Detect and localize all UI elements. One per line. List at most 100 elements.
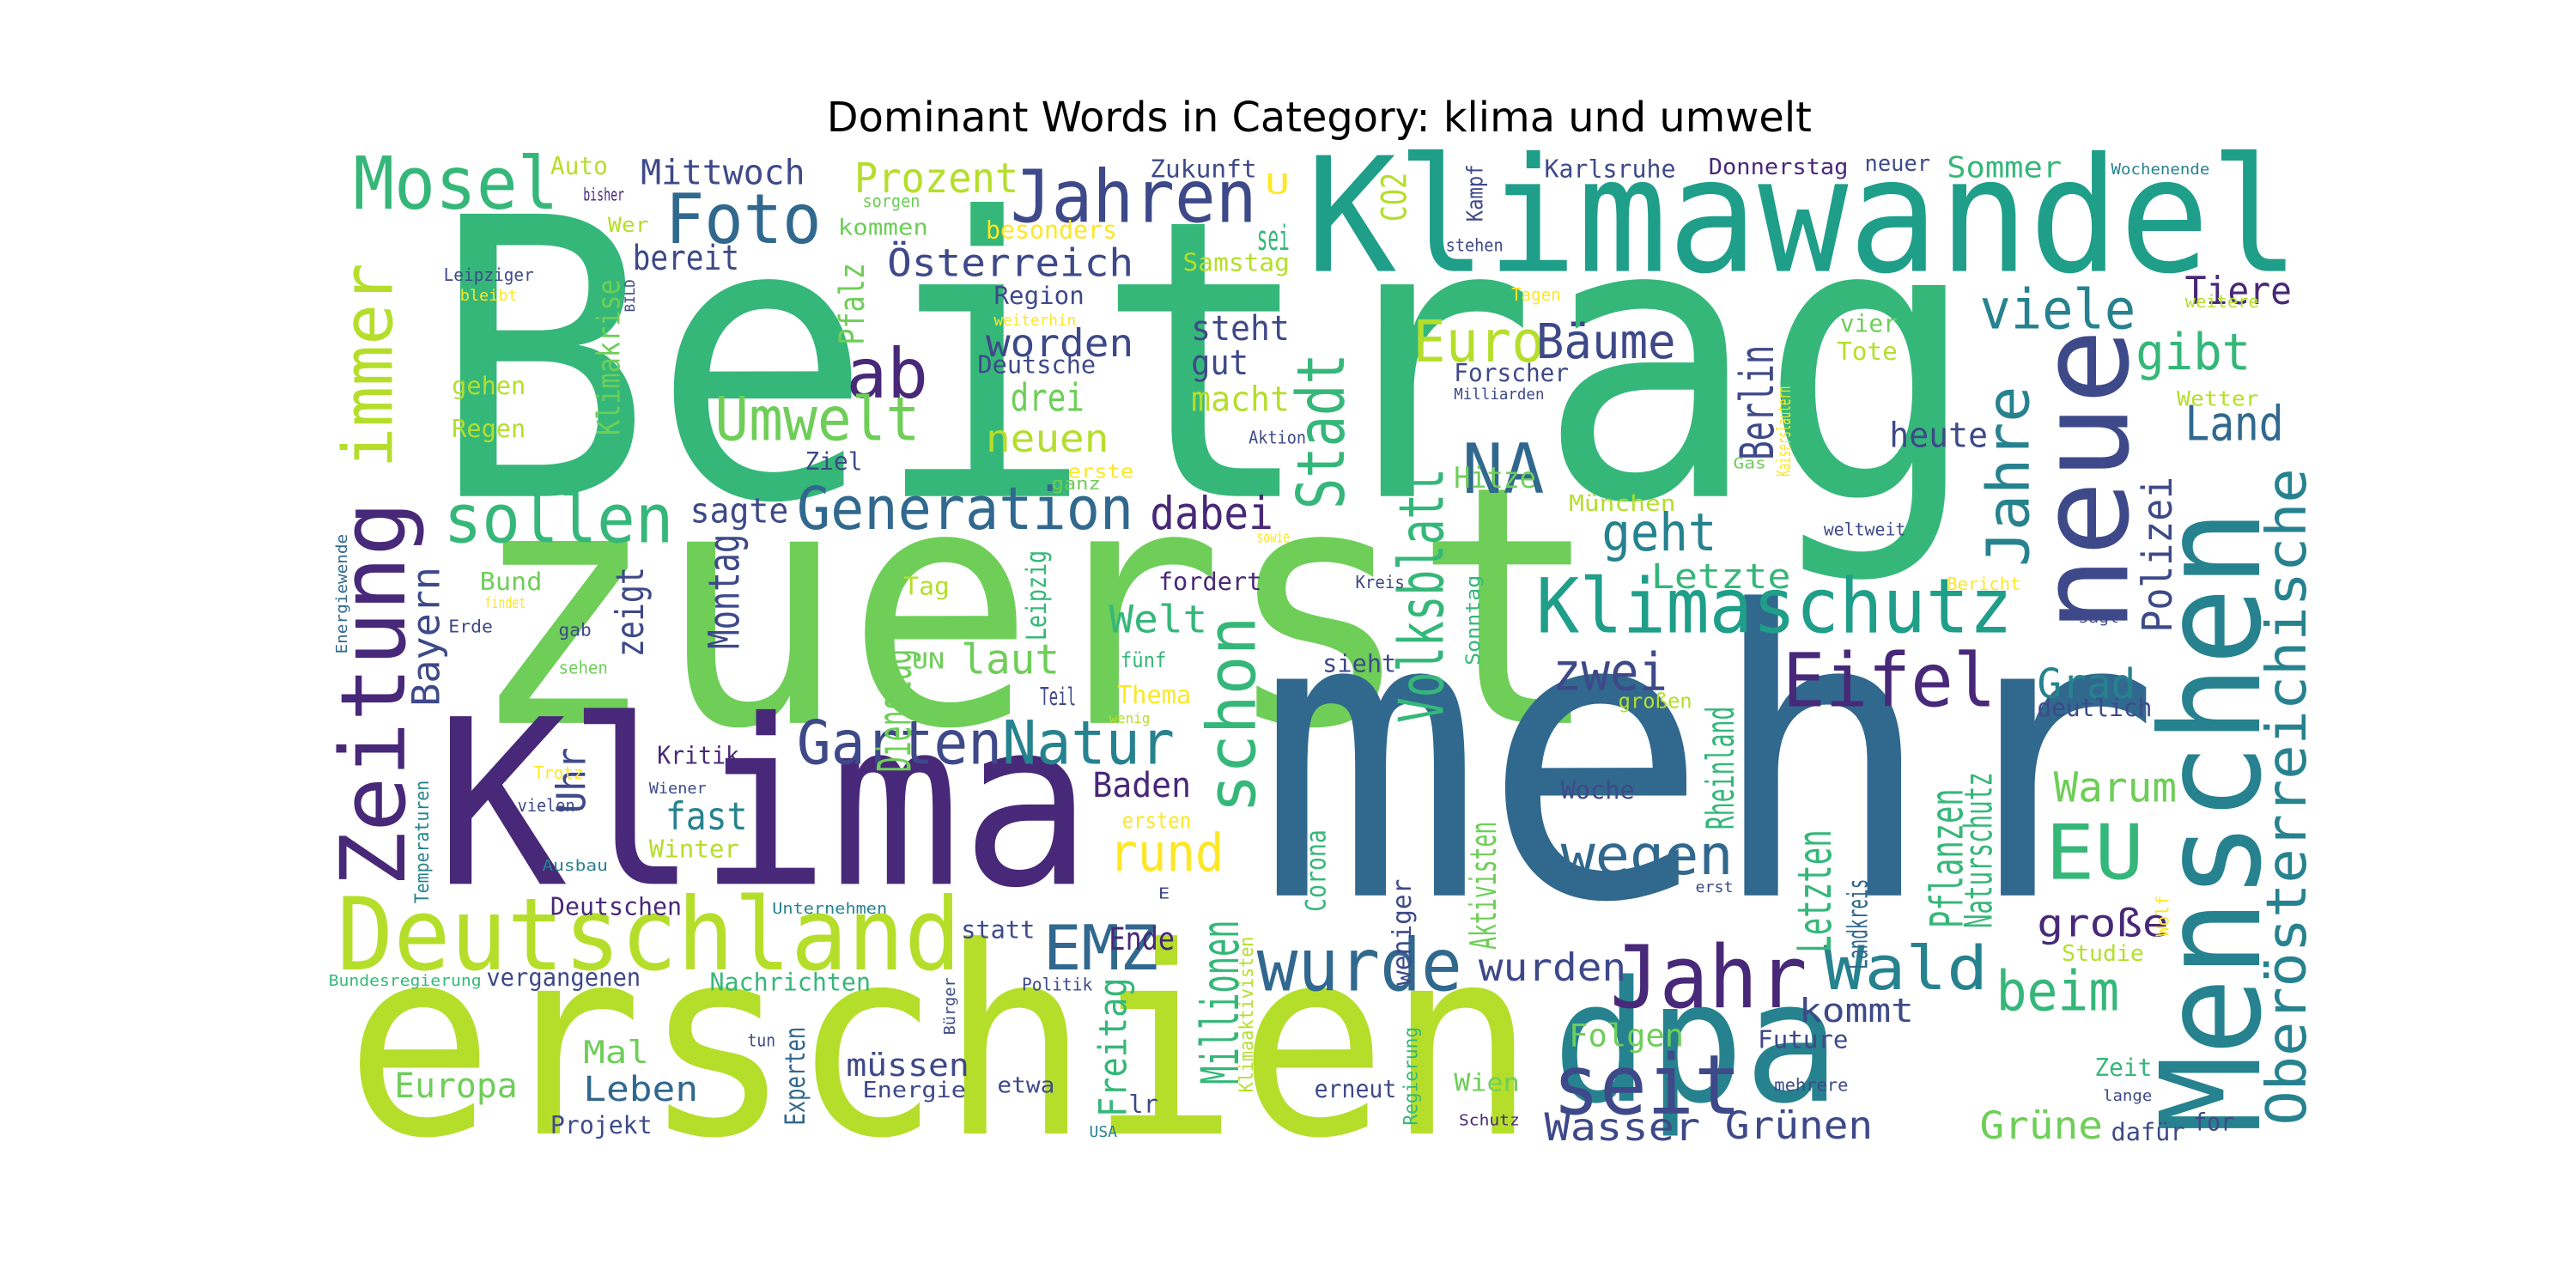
word: Klima [435, 671, 1092, 939]
word: Studie [2062, 941, 2144, 967]
word: Deutschland [337, 877, 961, 993]
word: Volksblatt [1387, 468, 1459, 723]
word: sehen [559, 657, 608, 677]
word: NA [1462, 428, 1545, 509]
word: Prozent [854, 155, 1018, 203]
word: Foto [665, 179, 822, 259]
word: Nachrichten [710, 969, 872, 997]
word: weiterhin [994, 312, 1077, 330]
word: Samstag [1183, 249, 1290, 277]
word: gab [559, 619, 592, 640]
word: Zeitung [321, 501, 426, 888]
word: Jahr [1610, 927, 1807, 1028]
word: Pfalz [833, 263, 872, 345]
word: Trotz [534, 762, 583, 783]
word: Eifel [1783, 639, 1996, 725]
word: Euro [1413, 308, 1544, 375]
word: UN [912, 649, 945, 675]
word: CO2 [1375, 173, 1414, 222]
word: Warum [2054, 764, 2177, 812]
word: ersten [1122, 808, 1191, 834]
word: Oberösterreichische [2255, 468, 2319, 1125]
word: weltweit [1824, 519, 1906, 540]
word: stehen [1446, 235, 1504, 256]
word: neuen [986, 417, 1109, 461]
word: sieht [1322, 650, 1396, 678]
word: Garten [797, 708, 1002, 779]
word: Schutz [1459, 1112, 1520, 1130]
word: Donnerstag [1709, 155, 1849, 180]
word: Wald [1824, 933, 1988, 1004]
word: sagt [2078, 609, 2119, 627]
word: schon [1193, 616, 1271, 813]
word: sei [1257, 219, 1290, 258]
word: Letzten [1788, 829, 1842, 952]
word: Leipziger [444, 264, 534, 285]
word: erneut [1315, 1075, 1397, 1103]
word: vielen [518, 795, 575, 816]
word: Uhr [548, 748, 594, 814]
word: Land [2185, 397, 2284, 453]
word: Aktion [1249, 428, 1306, 448]
word: Auto [550, 152, 608, 180]
word: Montag [698, 534, 749, 649]
word: Temperaturen [411, 781, 434, 903]
word: Naturschutz [1958, 772, 2002, 928]
word: Freitag [1091, 977, 1135, 1117]
word: seit [1552, 1036, 1741, 1133]
word: dpa [1552, 946, 1840, 1141]
word: Forscher [1454, 359, 1569, 387]
word: Hitze [1454, 461, 1536, 495]
word: Klimaaktivisten [1236, 937, 1258, 1093]
word: Winter [649, 835, 739, 864]
word: Berlin [1730, 345, 1784, 460]
word: Future [1758, 1026, 1848, 1054]
word: zeigt [609, 567, 653, 657]
word: Energiewende [333, 534, 351, 654]
word: geht [1601, 503, 1716, 563]
word: beim [1996, 960, 2119, 1024]
word: Experten [779, 1027, 811, 1126]
word: Klimakrise [591, 279, 628, 435]
word: weitere [2185, 291, 2259, 312]
word: Deutschen [550, 893, 682, 921]
word: Politik [1022, 975, 1092, 995]
word: Baden [1092, 766, 1191, 805]
word: Teil [1040, 683, 1076, 711]
word: viele [1979, 278, 2136, 343]
word: dafür [2111, 1118, 2185, 1146]
word: ganz [1051, 473, 1100, 494]
word: Kritik [657, 742, 739, 770]
word: Aktivisten [1462, 822, 1504, 950]
word: Sommer [1947, 151, 2062, 185]
word: erschien [345, 891, 1536, 1195]
word: Europa [394, 1066, 517, 1106]
word: Kampf [1462, 164, 1488, 222]
word: Sonntag [1462, 575, 1485, 665]
word: Woche [1561, 776, 1635, 805]
word: weniger [1388, 879, 1418, 986]
word: statt [961, 915, 1035, 944]
word: Wer [608, 213, 649, 237]
word: Wochenende [2111, 161, 2210, 179]
word: USA [1089, 1123, 1117, 1141]
word: große [2037, 902, 2168, 946]
word: Natur [1002, 708, 1175, 779]
word: Menschen [2131, 509, 2292, 1133]
word: Polizei [2134, 477, 2182, 633]
word: Regierung [1400, 1027, 1423, 1126]
word: Karlsruhe [1544, 155, 1675, 184]
word: Beitrag [430, 137, 1979, 588]
word: wurde [1257, 923, 1462, 1008]
word: Tag [903, 573, 950, 601]
word: Bericht [1947, 574, 2020, 594]
word: Umwelt [714, 385, 920, 455]
word: Zeit [2094, 1054, 2152, 1082]
word: Mittwoch [641, 153, 805, 192]
word: Ende [1109, 920, 1175, 957]
word: Wetter [2177, 387, 2259, 411]
word: Folgen [1569, 1018, 1684, 1054]
word: Stadt [1284, 353, 1360, 509]
word: Millionen [1191, 920, 1251, 1084]
